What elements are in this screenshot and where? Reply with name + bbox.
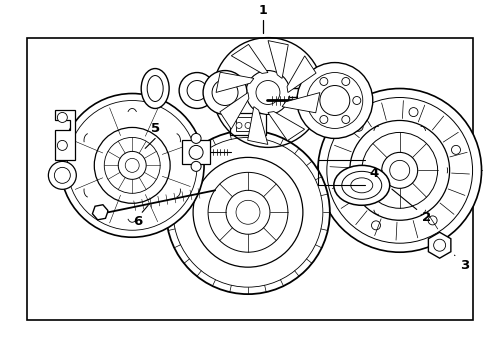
Polygon shape: [267, 41, 287, 78]
Circle shape: [179, 73, 215, 108]
Polygon shape: [267, 112, 304, 141]
Circle shape: [245, 71, 289, 114]
Circle shape: [48, 161, 76, 189]
Text: 4: 4: [369, 167, 378, 180]
Polygon shape: [282, 93, 319, 113]
Circle shape: [191, 134, 201, 143]
Circle shape: [173, 138, 322, 287]
Circle shape: [317, 89, 481, 252]
Polygon shape: [247, 107, 267, 144]
Text: 1: 1: [258, 4, 267, 17]
Circle shape: [296, 63, 372, 138]
Circle shape: [408, 108, 417, 117]
Circle shape: [166, 130, 329, 294]
Circle shape: [125, 158, 139, 172]
Ellipse shape: [147, 76, 163, 102]
Circle shape: [319, 77, 327, 85]
Polygon shape: [216, 72, 253, 93]
Circle shape: [60, 94, 203, 237]
Polygon shape: [231, 44, 267, 73]
Circle shape: [212, 80, 238, 105]
Circle shape: [253, 122, 260, 129]
Circle shape: [225, 190, 269, 234]
Text: 2: 2: [391, 189, 430, 224]
Bar: [229, 113, 265, 135]
Circle shape: [104, 138, 160, 193]
Polygon shape: [286, 56, 315, 93]
Bar: [27, 37, 471, 320]
Circle shape: [381, 152, 417, 188]
Circle shape: [341, 77, 349, 85]
Ellipse shape: [350, 178, 372, 193]
Circle shape: [326, 98, 471, 243]
Ellipse shape: [333, 165, 389, 205]
Circle shape: [67, 100, 197, 230]
Circle shape: [319, 86, 349, 116]
Circle shape: [336, 176, 345, 185]
Polygon shape: [55, 111, 75, 160]
Circle shape: [427, 216, 436, 225]
Circle shape: [187, 81, 206, 100]
Circle shape: [57, 140, 67, 150]
Circle shape: [189, 145, 203, 159]
Circle shape: [433, 239, 445, 251]
Circle shape: [193, 157, 302, 267]
Polygon shape: [427, 232, 450, 258]
Circle shape: [308, 96, 316, 104]
Ellipse shape: [141, 68, 169, 108]
Bar: [182, 140, 210, 165]
Ellipse shape: [341, 171, 381, 199]
Circle shape: [319, 116, 327, 123]
Circle shape: [236, 200, 260, 224]
Circle shape: [191, 161, 201, 171]
Circle shape: [450, 145, 460, 154]
Text: 5: 5: [150, 122, 160, 135]
Circle shape: [371, 221, 380, 230]
Circle shape: [255, 81, 279, 104]
Polygon shape: [220, 93, 248, 129]
Circle shape: [203, 71, 246, 114]
Circle shape: [118, 152, 146, 179]
Circle shape: [361, 132, 437, 208]
Circle shape: [306, 73, 362, 129]
Circle shape: [57, 112, 67, 122]
Circle shape: [353, 122, 363, 131]
Polygon shape: [92, 205, 108, 220]
Text: 3: 3: [454, 255, 468, 272]
Circle shape: [94, 127, 170, 203]
Bar: [236, 117, 260, 131]
Circle shape: [349, 121, 448, 220]
Circle shape: [244, 122, 250, 129]
Circle shape: [54, 167, 70, 183]
Circle shape: [352, 96, 360, 104]
Circle shape: [236, 122, 242, 129]
Circle shape: [207, 172, 287, 252]
Circle shape: [341, 116, 349, 123]
Text: 6: 6: [133, 215, 142, 228]
Circle shape: [389, 160, 409, 180]
